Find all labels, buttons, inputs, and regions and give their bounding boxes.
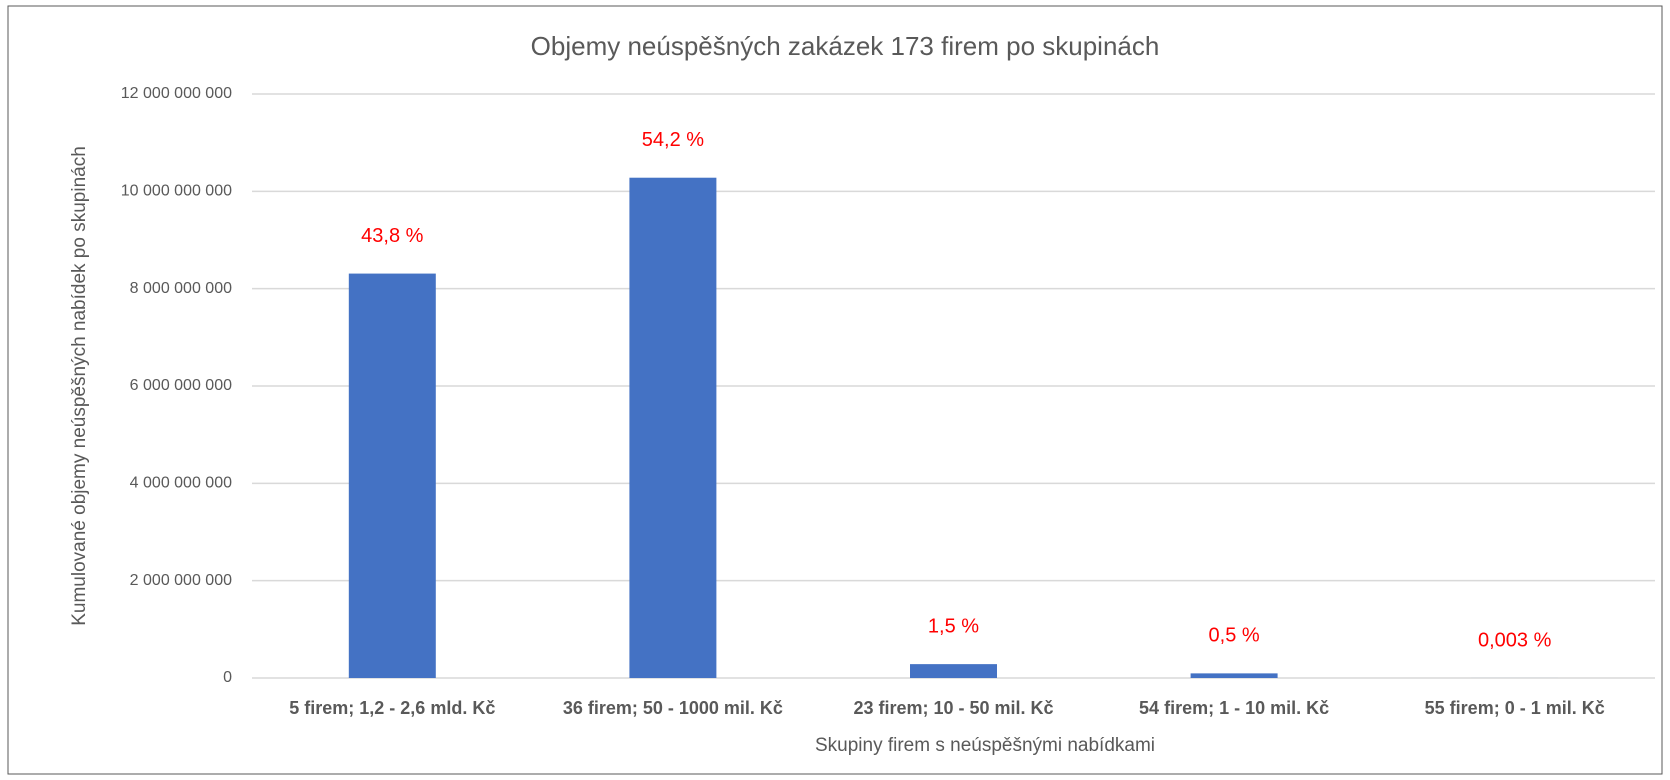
chart-frame — [7, 5, 1663, 775]
bar — [629, 177, 717, 678]
bar-annotation: 43,8 % — [361, 225, 423, 247]
x-tick-label: 54 firem; 1 - 10 mil. Kč — [1139, 698, 1329, 718]
x-axis-title: Skupiny firem s neúspěšnými nabídkami — [815, 735, 1155, 756]
y-tick-label: 6 000 000 000 — [130, 377, 232, 394]
x-tick-label: 55 firem; 0 - 1 mil. Kč — [1425, 698, 1605, 718]
x-tick-label: 5 firem; 1,2 - 2,6 mld. Kč — [289, 698, 495, 718]
bar-annotation: 0,5 % — [1209, 625, 1260, 647]
bar — [348, 273, 436, 678]
bar — [910, 664, 997, 678]
y-tick-label: 2 000 000 000 — [130, 572, 232, 589]
bar-annotation: 1,5 % — [928, 615, 979, 637]
y-tick-label: 0 — [223, 669, 232, 686]
x-tick-label: 36 firem; 50 - 1000 mil. Kč — [563, 698, 783, 718]
y-tick-label: 12 000 000 000 — [121, 85, 232, 102]
bar — [1190, 673, 1278, 678]
y-tick-label: 4 000 000 000 — [130, 475, 232, 492]
bar-annotation: 0,003 % — [1478, 629, 1552, 651]
x-tick-label: 23 firem; 10 - 50 mil. Kč — [853, 698, 1053, 718]
chart-title: Objemy neúspěšných zakázek 173 firem po … — [531, 31, 1160, 61]
y-axis-title: Kumulované objemy neúspěšných nabídek po… — [69, 146, 90, 626]
bar-annotation: 54,2 % — [642, 129, 704, 151]
y-tick-label: 10 000 000 000 — [121, 183, 232, 200]
y-tick-label: 8 000 000 000 — [130, 280, 232, 297]
